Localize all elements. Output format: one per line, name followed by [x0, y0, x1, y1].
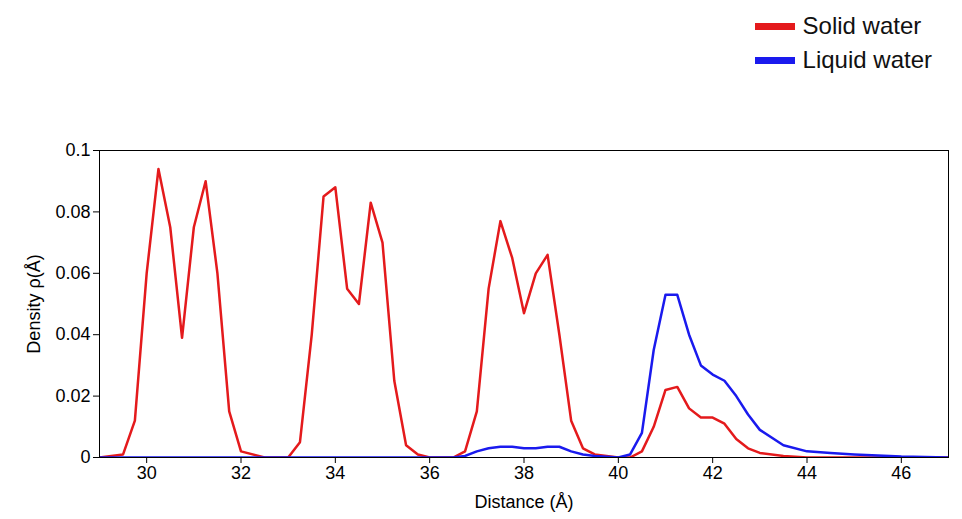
svg-text:32: 32 — [231, 463, 251, 483]
svg-text:36: 36 — [420, 463, 440, 483]
svg-text:30: 30 — [137, 463, 157, 483]
svg-text:Density ρ(Å): Density ρ(Å) — [24, 254, 44, 353]
svg-text:44: 44 — [797, 463, 817, 483]
svg-text:0: 0 — [80, 447, 90, 467]
svg-text:0.02: 0.02 — [55, 386, 90, 406]
html-text:Liquid water: Liquid water — [802, 46, 932, 73]
svg-text:34: 34 — [325, 463, 345, 483]
html-text:Solid water: Solid water — [802, 12, 922, 39]
svg-text:Distance (Å): Distance (Å) — [474, 492, 573, 512]
svg-text:46: 46 — [891, 463, 911, 483]
svg-text:40: 40 — [608, 463, 628, 483]
svg-text:0.04: 0.04 — [55, 324, 90, 344]
svg-text:0.06: 0.06 — [55, 263, 90, 283]
svg-text:0.08: 0.08 — [55, 202, 90, 222]
svg-text:42: 42 — [703, 463, 723, 483]
svg-text:38: 38 — [514, 463, 534, 483]
svg-text:0.1: 0.1 — [65, 140, 90, 160]
